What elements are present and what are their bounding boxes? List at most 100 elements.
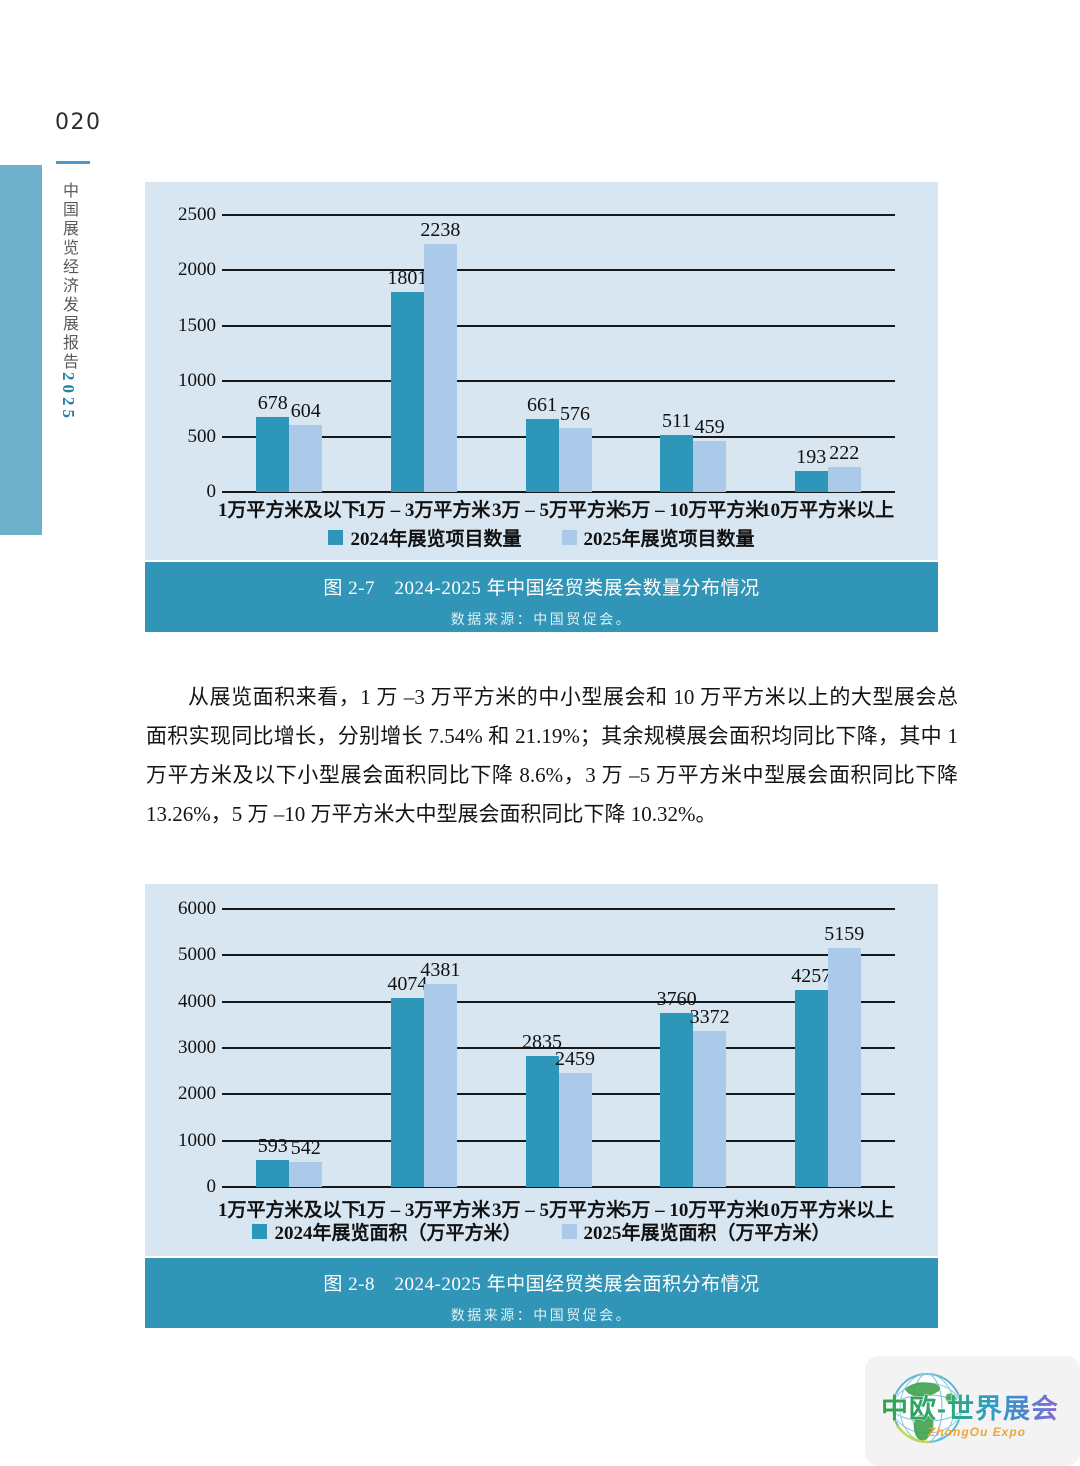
gridline <box>222 954 895 957</box>
body-paragraph: 从展览面积来看，1 万 –3 万平方米的中小型展会和 10 万平方米以上的大型展… <box>146 685 958 826</box>
y-axis-tick-label: 6000 <box>178 898 216 919</box>
bar-2024 <box>660 435 694 492</box>
bar-value-label: 222 <box>829 442 860 465</box>
legend-label: 2024年展览面积（万平方米） <box>274 1223 522 1244</box>
y-axis-tick-label: 2500 <box>178 204 216 225</box>
category-label: 1万平方米及以下 <box>218 1200 361 1221</box>
logo-subtitle: ZhongOu Expo <box>927 1425 1026 1439</box>
bar-2024 <box>525 1055 559 1187</box>
bar-2024 <box>525 418 559 492</box>
chart-legend: 2024年展览面积（万平方米） 2025年展览面积（万平方米） <box>145 1218 938 1245</box>
bar-value-label: 542 <box>290 1136 321 1159</box>
figure-2-7-caption-band: 图 2-7 2024-2025 年中国经贸类展会数量分布情况 数据来源：中国贸促… <box>145 562 938 632</box>
sidebar-book-title-text: 中国展览经济发展报告 <box>60 182 77 372</box>
bar-value-label: 661 <box>527 393 557 416</box>
bar-value-label: 511 <box>661 410 692 433</box>
sidebar-accent-bar <box>0 165 42 535</box>
bar-value-label: 4074 <box>387 973 428 996</box>
bar-value-label: 576 <box>560 403 590 426</box>
bar-2025 <box>423 984 457 1187</box>
y-axis-tick-label: 5000 <box>178 944 216 966</box>
bar-2024 <box>660 1012 694 1187</box>
bar-2025 <box>289 425 323 492</box>
bar-value-label: 193 <box>796 445 827 468</box>
x-axis-line <box>222 1186 895 1188</box>
category-label: 10万平方米以上 <box>761 500 895 521</box>
y-axis-tick-label: 500 <box>187 425 217 447</box>
legend-marker <box>561 530 577 545</box>
legend-label: 2025年展览面积（万平方米） <box>583 1223 831 1244</box>
bar-value-label: 604 <box>290 400 321 423</box>
y-axis-tick-label: 0 <box>206 481 217 502</box>
bar-2025 <box>558 1073 592 1187</box>
bar-value-label: 4381 <box>420 959 461 981</box>
bar-2025 <box>558 428 592 492</box>
figure-2-8-bar-chart: 0 1000 2000 3000 4000 5000 6000 593 542 1万平方米及以下 4… <box>145 884 938 1256</box>
category-label: 3万 – 5万平方米 <box>491 500 625 521</box>
bar-2024 <box>390 998 424 1187</box>
category-label: 1万 – 3万平方米 <box>357 500 491 521</box>
bar-value-label: 2459 <box>555 1048 595 1071</box>
legend-item: 2025年展览项目数量 <box>561 524 755 551</box>
bar-value-label: 2238 <box>420 219 461 242</box>
bar-value-label: 1801 <box>387 267 428 290</box>
legend-item: 2025年展览面积（万平方米） <box>561 1218 831 1245</box>
category-label: 5万 – 10万平方米 <box>621 500 765 521</box>
page-number: 020 <box>55 110 102 135</box>
bar-2024 <box>794 470 828 492</box>
bar-value-label: 678 <box>257 391 288 414</box>
gridline <box>222 380 895 383</box>
category-label: 10万平方米以上 <box>761 1200 895 1221</box>
legend-label: 2024年展览项目数量 <box>350 529 522 550</box>
legend-label: 2025年展览项目数量 <box>583 529 755 550</box>
figure-source: 数据来源：中国贸促会。 <box>450 613 633 628</box>
globe-icon <box>892 1373 962 1444</box>
globe-logo-graphic: 中欧-世界展会 ZhongOu Expo <box>881 1373 1059 1444</box>
y-axis-tick-label: 1000 <box>178 370 216 392</box>
gridline <box>222 1000 895 1003</box>
gridline <box>222 1047 895 1049</box>
bar-2025 <box>289 1161 323 1187</box>
gridline <box>222 908 895 910</box>
figure-caption: 图 2-8 2024-2025 年中国经贸类展会面积分布情况 <box>323 1274 760 1295</box>
bar-2025 <box>423 244 457 492</box>
bar-value-label: 3372 <box>689 1005 730 1028</box>
category-label: 5万 – 10万平方米 <box>621 1200 765 1221</box>
x-axis-line <box>222 491 895 493</box>
legend-marker <box>561 1224 577 1239</box>
gridline <box>222 324 895 327</box>
legend-marker <box>328 530 344 545</box>
sidebar-book-year: 2025 <box>59 372 78 422</box>
bar-value-label: 4257 <box>791 964 832 987</box>
bar-2025 <box>827 947 861 1187</box>
figure-2-8-caption-band: 图 2-8 2024-2025 年中国经贸类展会面积分布情况 数据来源：中国贸促… <box>145 1258 938 1328</box>
figure-caption: 图 2-7 2024-2025 年中国经贸类展会数量分布情况 <box>323 578 760 599</box>
logo-title: 中欧-世界展会 <box>881 1394 1059 1424</box>
bar-2025 <box>693 441 727 492</box>
figure-2-7-bar-chart: 0 500 1000 1500 2000 2500 678 604 1万平方米及以下 1801 22… <box>145 182 938 560</box>
bar-value-label: 5159 <box>824 922 865 945</box>
bar-2024 <box>390 292 424 492</box>
y-axis-tick-label: 1500 <box>178 314 216 336</box>
y-axis-tick-label: 2000 <box>178 1083 216 1105</box>
legend-item: 2024年展览项目数量 <box>328 524 522 551</box>
y-axis-tick-label: 0 <box>206 1176 217 1197</box>
legend-item: 2024年展览面积（万平方米） <box>252 1218 522 1245</box>
spine-dash <box>56 161 90 164</box>
y-axis-tick-label: 4000 <box>178 990 216 1012</box>
y-axis-tick-label: 1000 <box>178 1129 216 1151</box>
sidebar-book-title: 中国展览经济发展报告2025 <box>56 182 80 422</box>
bar-value-label: 593 <box>257 1134 288 1157</box>
bar-value-label: 459 <box>694 416 725 439</box>
y-axis-tick-label: 2000 <box>178 259 216 281</box>
bar-2024 <box>256 416 290 492</box>
chart-legend: 2024年展览项目数量 2025年展览项目数量 <box>145 524 938 551</box>
bar-2024 <box>794 989 828 1187</box>
category-label: 1万平方米及以下 <box>218 500 361 521</box>
bar-value-label: 3760 <box>656 987 697 1010</box>
y-axis-tick-label: 3000 <box>178 1037 216 1058</box>
figure-source: 数据来源：中国贸促会。 <box>450 1309 633 1324</box>
gridline <box>222 214 895 216</box>
gridline <box>222 269 895 272</box>
